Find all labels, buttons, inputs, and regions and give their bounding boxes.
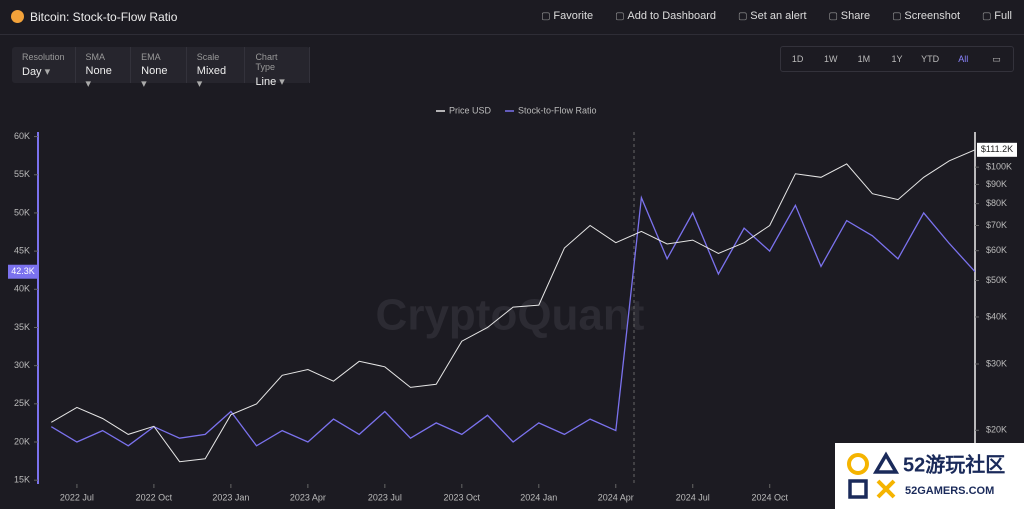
control-label: Chart Type (255, 52, 278, 72)
x-tick-label: 2024 Jan (520, 492, 557, 502)
control-value: Mixed (197, 65, 235, 90)
y2-tick-label: $90K (986, 179, 1007, 189)
action-button[interactable]: Full (982, 10, 1012, 22)
y-tick-label: 60K (14, 131, 30, 141)
series-line (50, 195, 975, 447)
y-tick-label: 15K (14, 475, 30, 485)
control-dropdown[interactable]: Chart Type Line (245, 47, 310, 88)
header: Bitcoin: Stock-to-Flow Ratio Favorite Add… (0, 0, 1024, 35)
control-label: SMA (85, 52, 106, 62)
y2-tick-label: $70K (986, 220, 1007, 230)
y-tick-label: 35K (14, 322, 30, 332)
y-tick-label: 50K (14, 207, 30, 217)
control-label: EMA (141, 52, 161, 62)
control-dropdown[interactable]: Scale Mixed (187, 47, 246, 83)
range-button[interactable]: 1D (791, 54, 804, 64)
range-selector: 1D 1W 1M 1Y YTD All ▭ (780, 46, 1014, 72)
control-value: Day (22, 65, 65, 78)
y2-tick-label: $60K (986, 245, 1007, 255)
x-tick-label: 2024 Apr (598, 492, 634, 502)
control-dropdown[interactable]: SMA None (76, 47, 132, 83)
current-value-label: $111.2K (981, 144, 1013, 154)
y2-tick-label: $20K (986, 425, 1007, 435)
x-tick-label: 2023 Oct (444, 492, 481, 502)
x-tick-label: 2022 Jul (60, 492, 94, 502)
legend-label: Price USD (449, 105, 492, 115)
action-button[interactable]: Add to Dashboard (615, 10, 716, 22)
x-tick-label: 2023 Jul (368, 492, 402, 502)
control-label: Resolution (22, 52, 65, 62)
y2-tick-label: $40K (986, 311, 1007, 321)
series-line (51, 149, 975, 463)
y-tick-label: 25K (14, 398, 30, 408)
current-value-label: 42.3K (11, 266, 35, 276)
control-value: None (86, 65, 121, 90)
calendar-button[interactable]: ▭ (992, 53, 1001, 64)
range-button[interactable]: YTD (921, 54, 940, 64)
range-button[interactable]: 1W (823, 54, 838, 64)
y2-tick-label: $30K (986, 358, 1007, 368)
control-value: None (141, 65, 176, 90)
x-tick-label: 2024 Oct (751, 492, 788, 502)
current-value-box (977, 142, 1017, 157)
watermark: CryptoQuant (376, 291, 645, 340)
overlay-subtitle: 52GAMERS.COM (905, 485, 994, 497)
y-tick-label: 55K (14, 169, 30, 179)
action-button[interactable]: Favorite (541, 10, 593, 22)
current-value-box (8, 264, 38, 279)
overlay-title: 52游玩社区 (903, 452, 1005, 476)
y-tick-label: 20K (14, 436, 30, 446)
x-tick-label: 2023 Apr (290, 492, 326, 502)
y-tick-label: 45K (14, 245, 30, 255)
x-tick-label: 2023 Jan (212, 492, 249, 502)
action-button[interactable]: Screenshot (892, 10, 960, 22)
range-button[interactable]: All (958, 54, 969, 64)
action-button[interactable]: Set an alert (738, 10, 806, 22)
action-button[interactable]: Share (829, 10, 870, 22)
y-tick-label: 30K (14, 360, 30, 370)
range-button[interactable]: 1Y (891, 54, 903, 64)
x-tick-label: 2024 Jul (676, 492, 710, 502)
y2-tick-label: $80K (986, 198, 1007, 208)
coin-icon (11, 10, 24, 23)
page-title: Bitcoin: Stock-to-Flow Ratio (30, 10, 178, 24)
controls: ResolutionDaySMANoneEMANoneScaleMixedCha… (12, 47, 310, 88)
legend-label: Stock-to-Flow Ratio (518, 105, 597, 115)
range-button[interactable]: 1M (857, 54, 871, 64)
x-tick-label: 2022 Oct (136, 492, 173, 502)
y-tick-label: 40K (14, 284, 30, 294)
control-dropdown[interactable]: EMA None (131, 47, 187, 83)
y2-tick-label: $100K (986, 162, 1012, 172)
control-label: Scale (196, 52, 220, 62)
overlay-logo: 52游玩社区 52GAMERS.COM (835, 443, 1024, 509)
actions: Favorite Add to Dashboard Set an alert Shar… (541, 10, 1012, 22)
control-dropdown[interactable]: Resolution Day (12, 47, 76, 83)
control-value: Line (255, 75, 299, 88)
y2-tick-label: $50K (986, 275, 1007, 285)
